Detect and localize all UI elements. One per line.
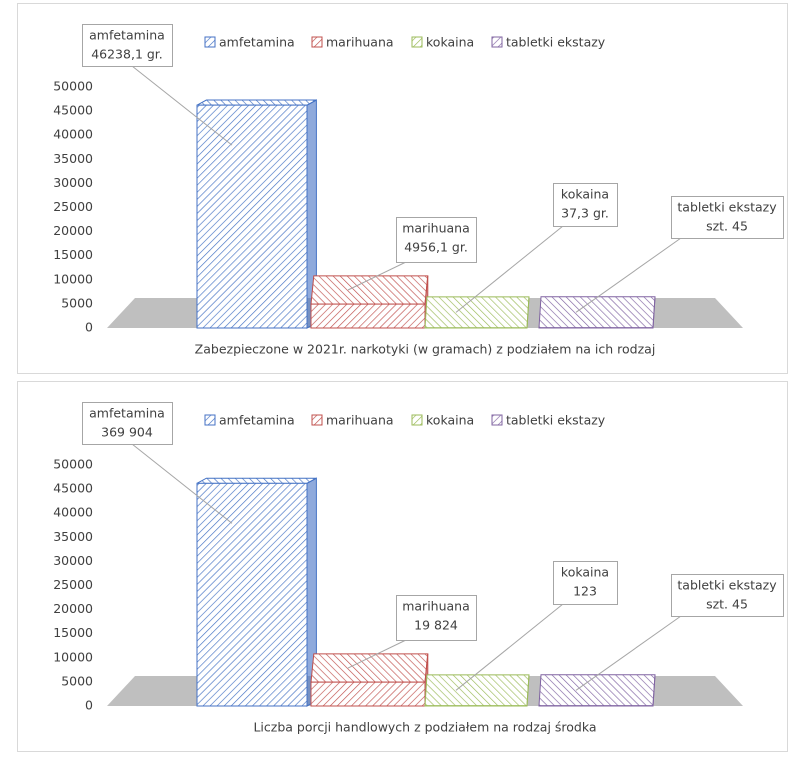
- y-tick-label: 20000: [53, 601, 93, 616]
- y-tick-label: 15000: [53, 247, 93, 262]
- callout-category: kokaina: [561, 565, 609, 580]
- callout-category: tabletki ekstazy: [677, 578, 777, 593]
- y-tick-label: 30000: [53, 175, 93, 190]
- callout-value: szt. 45: [706, 597, 748, 612]
- y-tick-label: 15000: [53, 625, 93, 640]
- legend-label: amfetamina: [219, 413, 295, 428]
- y-tick-label: 5000: [61, 295, 93, 310]
- callout-category: tabletki ekstazy: [677, 200, 777, 215]
- legend-label: marihuana: [326, 35, 394, 50]
- legend-label: tabletki ekstazy: [506, 35, 606, 50]
- bar-top: [197, 100, 316, 105]
- y-tick-label: 30000: [53, 553, 93, 568]
- chart-panel: 0 5000 10000 15000 20000 25000 30000 35000 40000…: [18, 382, 788, 752]
- bar-top: [425, 675, 529, 706]
- legend-swatch: [492, 415, 502, 425]
- bar-top: [425, 297, 529, 328]
- callout-value: 46238,1 gr.: [91, 47, 163, 62]
- y-tick-label: 45000: [53, 103, 93, 118]
- y-tick-label: 35000: [53, 151, 93, 166]
- bar: [197, 105, 307, 328]
- callout-category: marihuana: [402, 221, 470, 236]
- legend-label: kokaina: [426, 35, 474, 50]
- chart-title: Zabezpieczone w 2021r. narkotyki (w gram…: [195, 342, 656, 357]
- y-tick-label: 5000: [61, 673, 93, 688]
- legend-label: marihuana: [326, 413, 394, 428]
- callout-value: 123: [573, 584, 597, 599]
- legend-swatch: [412, 415, 422, 425]
- callout-category: amfetamina: [89, 406, 165, 421]
- bar-top: [539, 675, 655, 706]
- y-tick-label: 0: [85, 698, 93, 713]
- y-tick-label: 45000: [53, 481, 93, 496]
- y-tick-label: 10000: [53, 271, 93, 286]
- chart-panel: 0 5000 10000 15000 20000 25000 30000 35000 40000…: [18, 4, 788, 374]
- bar: [197, 483, 307, 706]
- bar: [311, 682, 425, 706]
- y-tick-label: 50000: [53, 457, 93, 472]
- legend-swatch: [312, 37, 322, 47]
- callout-value: 19 824: [414, 618, 458, 633]
- y-tick-label: 40000: [53, 127, 93, 142]
- callout-value: 37,3 gr.: [561, 206, 609, 221]
- y-tick-label: 25000: [53, 199, 93, 214]
- y-tick-label: 35000: [53, 529, 93, 544]
- y-tick-label: 10000: [53, 649, 93, 664]
- y-tick-label: 40000: [53, 505, 93, 520]
- legend-label: amfetamina: [219, 35, 295, 50]
- callout-value: szt. 45: [706, 219, 748, 234]
- bar: [311, 304, 425, 328]
- chart-title: Liczba porcji handlowych z podziałem na …: [253, 720, 596, 735]
- legend-swatch: [205, 415, 215, 425]
- y-tick-label: 20000: [53, 223, 93, 238]
- bar-top: [539, 297, 655, 328]
- callout-category: kokaina: [561, 187, 609, 202]
- callout-category: marihuana: [402, 599, 470, 614]
- y-tick-label: 25000: [53, 577, 93, 592]
- legend-label: tabletki ekstazy: [506, 413, 606, 428]
- legend-swatch: [205, 37, 215, 47]
- callout-value: 369 904: [101, 425, 153, 440]
- legend-swatch: [312, 415, 322, 425]
- callout-value: 4956,1 gr.: [404, 240, 468, 255]
- y-tick-label: 0: [85, 320, 93, 335]
- legend-label: kokaina: [426, 413, 474, 428]
- y-tick-label: 50000: [53, 79, 93, 94]
- legend-swatch: [412, 37, 422, 47]
- bar-top: [197, 478, 316, 483]
- callout-category: amfetamina: [89, 28, 165, 43]
- legend-swatch: [492, 37, 502, 47]
